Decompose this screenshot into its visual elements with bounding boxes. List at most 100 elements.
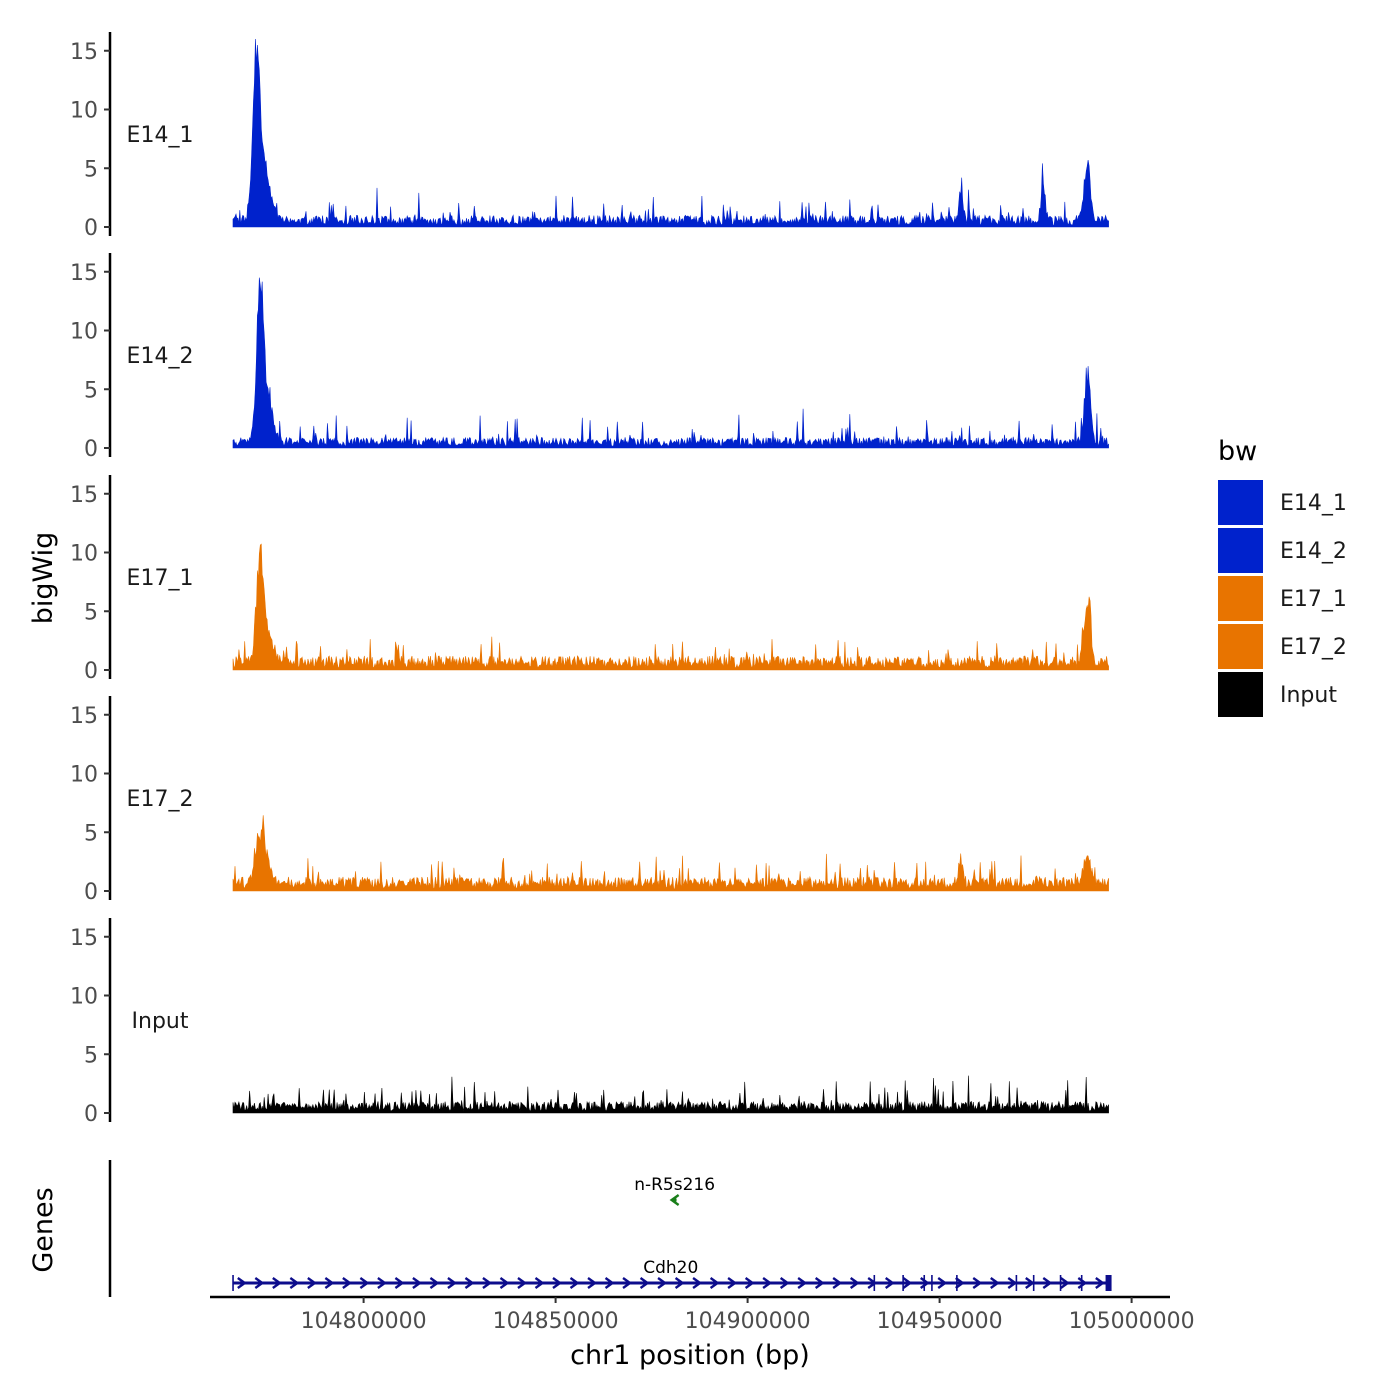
- y-tick-label: 0: [84, 880, 98, 905]
- strand-chevron: [429, 1277, 440, 1289]
- x-axis-title: chr1 position (bp): [570, 1340, 810, 1371]
- x-tick-label: 104800000: [301, 1309, 427, 1334]
- coverage-area-e17-1: [232, 543, 1109, 671]
- strand-chevron: [832, 1277, 843, 1289]
- strand-chevron: [692, 1277, 703, 1289]
- strand-chevron: [744, 1277, 755, 1289]
- strand-chevron: [849, 1277, 860, 1289]
- exon: [931, 1275, 933, 1291]
- strand-chevron: [920, 1277, 930, 1289]
- strand-chevron: [814, 1277, 825, 1289]
- legend-swatch: [1218, 528, 1263, 573]
- y-tick-label: 5: [84, 378, 98, 403]
- coverage-area-input: [232, 1075, 1109, 1114]
- strand-chevron: [955, 1277, 965, 1289]
- track-input: 0 5 10 15 Input: [70, 918, 1109, 1127]
- strand-chevron: [359, 1277, 370, 1289]
- legend-swatch: [1218, 624, 1263, 669]
- legend-label: E14_1: [1280, 491, 1347, 516]
- strand-chevron: [552, 1277, 563, 1289]
- exon: [873, 1275, 876, 1291]
- strand-chevron: [394, 1277, 405, 1289]
- y-tick-label: 15: [70, 704, 98, 729]
- strand-chevron: [534, 1277, 545, 1289]
- y-tick-label: 15: [70, 926, 98, 951]
- legend-label: E14_2: [1280, 539, 1347, 564]
- coverage-area-e14-2: [232, 277, 1109, 449]
- exon: [923, 1275, 926, 1291]
- exon: [1105, 1275, 1112, 1291]
- legend-swatch: [1218, 480, 1263, 525]
- x-tick-label: 104850000: [493, 1309, 619, 1334]
- legend-label: E17_2: [1280, 635, 1347, 660]
- strand-chevron: [622, 1277, 633, 1289]
- genes-axis-title: Genes: [28, 1187, 59, 1272]
- exon: [902, 1275, 904, 1291]
- x-tick-label: 104900000: [685, 1309, 811, 1334]
- legend-swatch: [1218, 576, 1263, 621]
- y-tick-label: 15: [70, 483, 98, 508]
- strand-chevron: [289, 1277, 300, 1289]
- strand-chevron: [464, 1277, 475, 1289]
- y-tick-label: 5: [84, 157, 98, 182]
- x-tick-label: 104950000: [877, 1309, 1003, 1334]
- strand-chevron: [709, 1277, 720, 1289]
- track-label: E17_1: [127, 566, 194, 591]
- strand-chevron: [867, 1277, 878, 1289]
- y-tick-label: 15: [70, 261, 98, 286]
- track-label: Input: [132, 1009, 189, 1034]
- strand-chevron: [1042, 1277, 1053, 1289]
- strand-chevron: [377, 1277, 387, 1289]
- y-axis-title: bigWig: [28, 532, 59, 625]
- x-tick-label: 105000000: [1069, 1309, 1195, 1334]
- strand-chevron: [639, 1277, 650, 1289]
- y-tick-label: 10: [70, 985, 98, 1010]
- strand-chevron: [412, 1277, 422, 1289]
- y-tick-label: 0: [84, 659, 98, 684]
- track-label: E14_1: [127, 123, 194, 148]
- strand-chevron: [990, 1277, 1000, 1289]
- strand-chevron: [237, 1277, 247, 1289]
- strand-chevron: [342, 1277, 352, 1289]
- strand-chevron: [657, 1277, 668, 1289]
- strand-chevron: [669, 1194, 680, 1206]
- strand-chevron: [272, 1277, 282, 1289]
- y-tick-label: 15: [70, 40, 98, 65]
- x-axis: 104800000 104850000 104900000 104950000 1050…: [210, 1295, 1195, 1334]
- exon: [1080, 1275, 1083, 1291]
- gene-n-r5s216: n-R5s216: [634, 1175, 715, 1206]
- genes-panel: Cdh20 n-R5s216: [108, 1160, 1112, 1297]
- y-tick-label: 0: [84, 437, 98, 462]
- strand-chevron: [587, 1277, 598, 1289]
- strand-chevron: [482, 1277, 493, 1289]
- coverage-area-e14-1: [232, 38, 1109, 228]
- strand-chevron: [569, 1277, 580, 1289]
- strand-chevron: [762, 1277, 773, 1289]
- strand-chevron: [727, 1277, 738, 1289]
- strand-chevron: [797, 1277, 808, 1289]
- strand-chevron: [517, 1277, 528, 1289]
- y-tick-label: 10: [70, 542, 98, 567]
- strand-chevron: [779, 1277, 790, 1289]
- y-tick-label: 10: [70, 763, 98, 788]
- gene-label: Cdh20: [643, 1258, 698, 1278]
- y-tick-label: 5: [84, 821, 98, 846]
- y-tick-label: 10: [70, 99, 98, 124]
- gene-label: n-R5s216: [634, 1175, 715, 1195]
- y-tick-label: 0: [84, 1102, 98, 1127]
- coverage-tracks: 0 5 10 15 E14_1 0 5 10 15 E14_2 0 5 10 15 E17_1 0 5 10 15 E…: [70, 32, 1109, 1127]
- track-e14-1: 0 5 10 15 E14_1: [70, 32, 1109, 241]
- track-e17-2: 0 5 10 15 E17_2: [70, 696, 1109, 905]
- strand-chevron: [1060, 1277, 1070, 1289]
- legend-swatch: [1218, 672, 1263, 717]
- strand-chevron: [937, 1277, 948, 1289]
- strand-chevron: [902, 1277, 913, 1289]
- strand-chevron: [447, 1277, 457, 1289]
- y-tick-label: 10: [70, 320, 98, 345]
- strand-chevron: [324, 1277, 335, 1289]
- coverage-area-e17-2: [232, 815, 1109, 892]
- strand-chevron: [254, 1277, 265, 1289]
- exon: [1015, 1275, 1018, 1291]
- exon: [956, 1275, 958, 1291]
- exon: [232, 1275, 234, 1291]
